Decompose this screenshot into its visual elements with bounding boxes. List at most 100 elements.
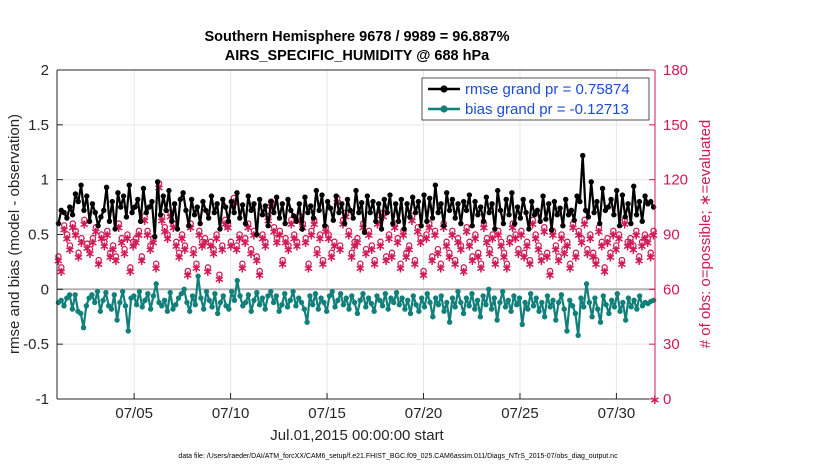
obs-possible-marker [644,234,652,242]
obs-evaluated-marker: ∗ [398,229,409,244]
rmse-point [214,201,220,207]
obs-possible-marker [316,231,324,238]
obs-possible-marker [382,253,390,260]
obs-possible-marker [578,234,585,242]
rmse-point [95,223,101,229]
y-tick-label: 1 [41,172,49,189]
obs-evaluated-marker: ∗ [174,250,185,265]
obs-evaluated-marker: ∗ [412,225,423,240]
rmse-point [546,201,552,207]
obs-possible-marker [397,260,404,267]
rmse-point [392,201,399,207]
bias-point [117,299,123,306]
obs-evaluated-marker: ∗ [67,221,78,236]
bias-point [597,319,604,325]
obs-possible-marker [308,227,315,235]
bias-point [329,288,335,295]
bias-point [309,301,316,308]
rmse-point [205,215,212,221]
obs-evaluated-marker: ∗ [300,236,311,251]
rmse-point [92,209,98,216]
obs-axis-marker: ∗ [650,393,661,408]
obs-evaluated-marker: ∗ [323,232,334,247]
bias-point [290,288,296,295]
rmse-point [472,198,478,205]
obs-evaluated-marker: ∗ [545,269,556,284]
obs-evaluated-marker: ∗ [389,221,400,236]
rmse-point [512,220,518,227]
bias-point [214,310,221,317]
rmse-point [123,214,130,220]
obs-evaluated-marker: ∗ [125,265,136,280]
rmse-point [486,209,492,216]
rmse-point [171,201,178,207]
obs-evaluated-marker: ∗ [441,239,452,254]
bias-point [441,308,447,314]
bias-point [349,293,355,299]
chart-title-line2: AIRS_SPECIFIC_HUMIDITY @ 688 hPa [225,48,490,64]
rmse-point [115,190,121,196]
rmse-point [132,204,138,210]
bias-point [583,281,590,287]
obs-evaluated-marker: ∗ [110,254,121,269]
obs-possible-marker [431,227,439,235]
rmse-point [605,204,611,210]
obs-evaluated-marker: ∗ [257,232,268,247]
rmse-point [86,218,93,225]
bias-point [631,297,637,303]
legend-box [421,77,650,121]
rmse-point [421,192,427,198]
obs-possible-marker [104,227,111,235]
rmse-point [563,196,569,203]
bias-point [511,293,517,299]
obs-evaluated-marker: ∗ [349,239,360,254]
rmse-point [347,207,354,214]
bias-point [578,295,584,301]
rmse-point [367,209,373,216]
obs-possible-marker [348,249,355,257]
obs-evaluated-marker: ∗ [96,232,107,247]
obs-evaluated-marker: ∗ [346,250,357,265]
rmse-point [310,215,317,221]
obs-possible-marker [515,245,522,253]
obs-possible-marker [477,260,485,267]
obs-possible-marker [175,249,183,257]
obs-possible-marker [276,227,284,235]
y-right-tick-label: 180 [663,62,688,79]
bias-point [455,288,461,295]
rmse-point [619,192,626,198]
bias-point [279,301,285,308]
obs-evaluated-marker: ∗ [611,243,622,258]
obs-evaluated-marker: ∗ [231,243,242,258]
obs-possible-marker [466,238,473,246]
obs-possible-marker [72,227,79,235]
obs-evaluated-marker: ∗ [596,239,607,254]
rmse-point [135,196,141,203]
obs-evaluated-marker: ∗ [122,232,133,247]
bias-point [388,295,394,301]
bias-point [463,295,470,301]
bias-point [192,301,199,308]
obs-possible-marker [242,234,249,242]
obs-evaluated-marker: ∗ [637,239,648,254]
y-axis-label-right: # of obs: o=possible; ∗=evaluated [697,120,714,349]
obs-possible-marker [336,242,344,249]
obs-evaluated-marker: ∗ [499,250,510,265]
x-tick-label: 07/30 [598,405,636,422]
obs-evaluated-marker: ∗ [490,258,501,273]
obs-possible-marker [83,240,91,247]
y-tick-label: 0.5 [28,227,49,244]
bias-point [525,306,531,312]
bias-point [430,314,436,320]
series-points [55,152,657,339]
bias-point [228,288,235,295]
bias-point [530,303,537,309]
y-right-tick-label: 120 [663,172,688,189]
rmse-point [463,207,470,214]
obs-possible-marker [443,238,450,246]
obs-possible-marker [647,249,654,257]
bias-point [184,299,190,306]
obs-evaluated-marker: ∗ [225,239,236,254]
bias-point [575,332,581,339]
bias-point [555,299,562,306]
